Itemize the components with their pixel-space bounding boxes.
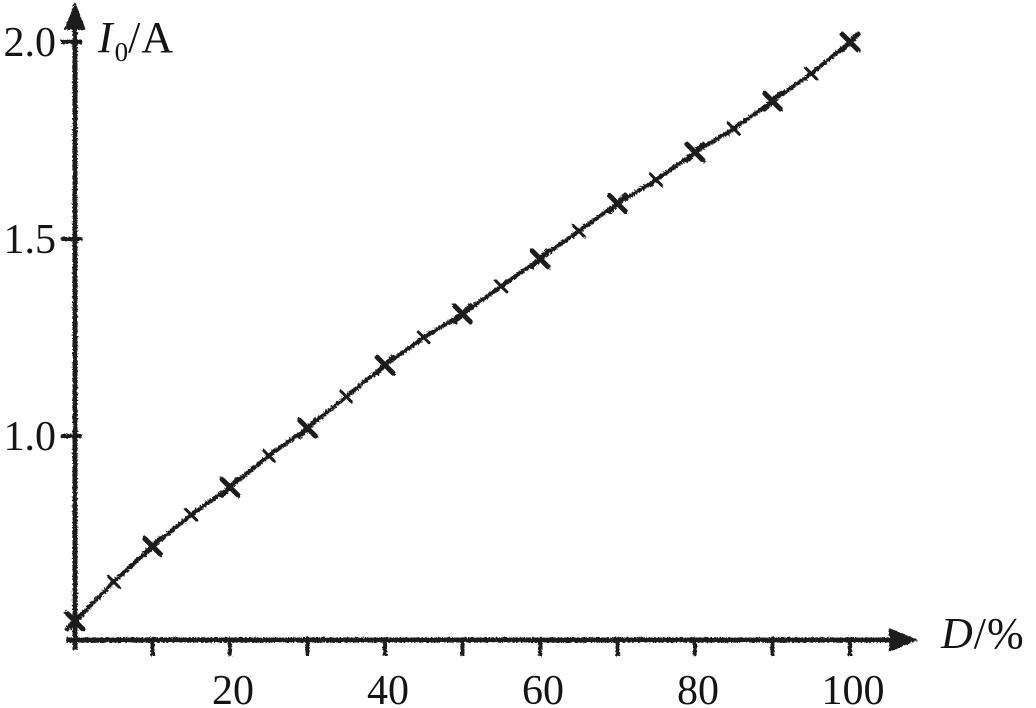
x-axis-arrowhead-icon — [889, 628, 918, 652]
data-point-marker-icon — [726, 121, 741, 136]
x-axis-unit: /% — [973, 609, 1025, 658]
x-axis-variable: D — [941, 609, 974, 658]
x-tick-label: 60 — [522, 668, 564, 708]
data-point-marker-icon — [416, 330, 431, 345]
data-point-marker-icon — [261, 448, 276, 463]
data-point-marker-icon — [839, 31, 861, 53]
x-axis-title: D/% — [941, 608, 1025, 659]
data-point-marker-icon — [649, 172, 664, 187]
y-tick-label: 2.0 — [4, 20, 57, 66]
data-point-marker-icon — [804, 66, 819, 81]
data-point-marker-icon — [339, 389, 354, 404]
y-axis-arrowhead-icon — [64, 2, 86, 30]
x-tick-label: 40 — [367, 668, 409, 708]
data-point-marker-icon — [219, 476, 241, 498]
x-tick-label: 80 — [677, 668, 719, 708]
data-point-marker-icon — [452, 303, 473, 325]
data-point-marker-icon — [529, 248, 551, 270]
x-tick-label: 100 — [822, 668, 885, 708]
y-tick-label: 1.0 — [4, 414, 57, 460]
data-point-marker-icon — [684, 141, 706, 163]
data-point-marker-icon — [297, 417, 318, 439]
y-tick-label: 1.5 — [4, 217, 57, 263]
data-point-marker-icon — [374, 354, 396, 376]
y-axis-unit: /A — [128, 13, 175, 62]
y-axis-variable: I — [98, 13, 114, 62]
data-point-marker-icon — [106, 574, 121, 589]
y-axis-subscript: 0 — [114, 37, 130, 67]
data-point-marker-icon — [64, 610, 86, 632]
data-point-marker-icon — [607, 193, 628, 215]
data-point-marker-icon — [762, 90, 783, 112]
data-point-marker-icon — [494, 279, 509, 294]
x-tick-label: 20 — [212, 668, 254, 708]
data-point-marker-icon — [142, 535, 163, 557]
data-point-marker-icon — [571, 224, 586, 239]
data-point-marker-icon — [184, 507, 199, 522]
y-axis-title: I0/A — [98, 12, 175, 67]
